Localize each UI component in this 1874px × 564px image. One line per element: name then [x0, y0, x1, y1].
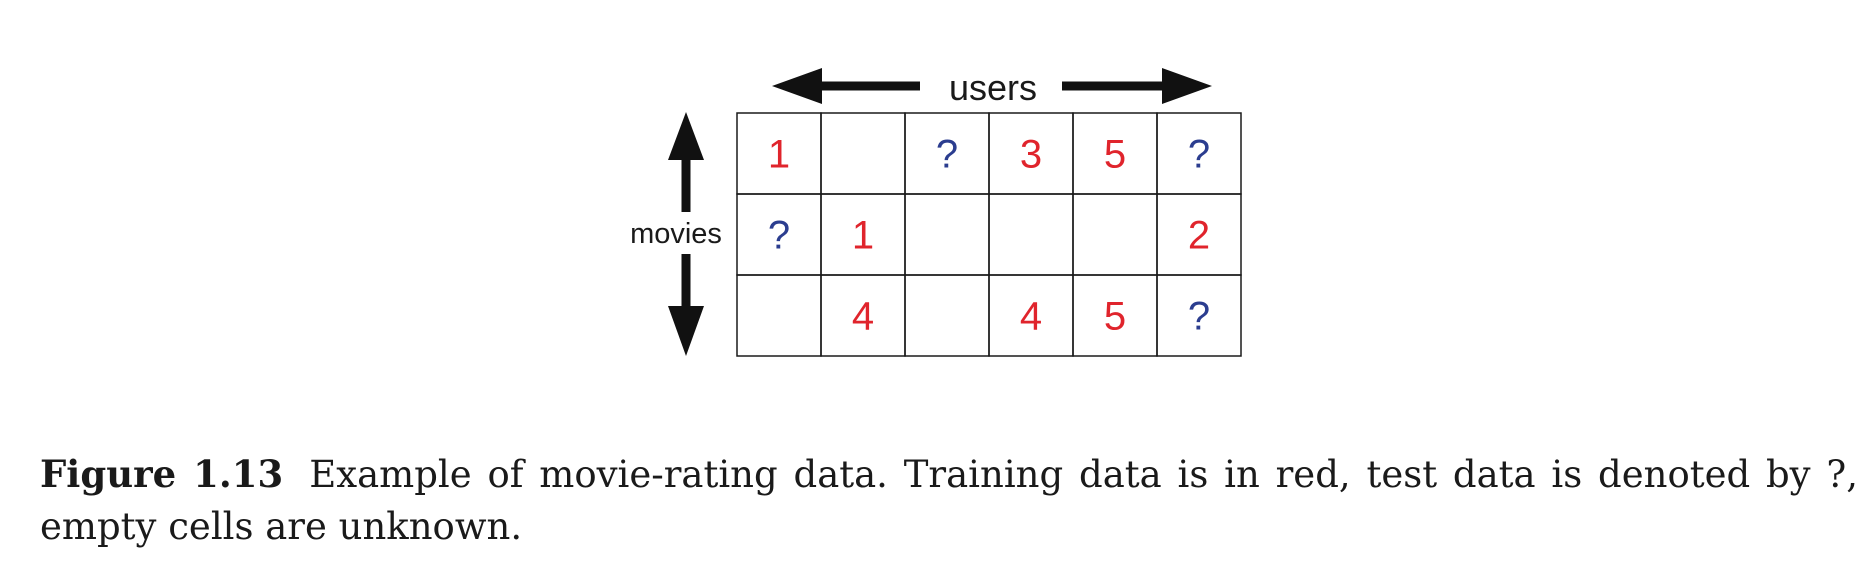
- matrix-cell: [904, 274, 990, 357]
- movies-arrow: [668, 112, 704, 356]
- matrix-cell: [1156, 274, 1242, 357]
- training-rating: 3: [1020, 133, 1042, 177]
- users-arrow: [772, 68, 1212, 104]
- rating-matrix: 1? 3 5?? 1 2 4 4 5?: [736, 112, 1242, 357]
- training-rating: 1: [852, 214, 874, 258]
- training-rating: 1: [768, 133, 790, 177]
- test-rating: ?: [768, 214, 790, 258]
- caption-label: Figure 1.13: [40, 452, 284, 496]
- training-rating: 2: [1188, 214, 1210, 258]
- matrix-cell: [904, 193, 990, 276]
- movies-arrow-down-head: [668, 306, 704, 356]
- training-rating: 5: [1104, 133, 1126, 177]
- training-rating: 4: [852, 295, 874, 339]
- users-label: users: [949, 67, 1037, 108]
- matrix-cell: [1072, 193, 1158, 276]
- matrix-cell: [820, 112, 906, 195]
- test-rating: ?: [936, 133, 958, 177]
- training-rating: 4: [1020, 295, 1042, 339]
- users-arrow-left-head: [772, 68, 822, 104]
- movies-label: movies: [630, 218, 722, 250]
- test-rating: ?: [1188, 133, 1210, 177]
- matrix-cell: [988, 193, 1074, 276]
- matrix-cell: [736, 274, 822, 357]
- figure-caption: Figure 1.13 Example of movie-rating data.…: [40, 448, 1858, 553]
- test-rating: ?: [1188, 295, 1210, 339]
- users-arrow-right-head: [1162, 68, 1212, 104]
- movies-arrow-up-head: [668, 112, 704, 160]
- caption-text: Example of movie-rating data. Training d…: [40, 453, 1858, 548]
- training-rating: 5: [1104, 295, 1126, 339]
